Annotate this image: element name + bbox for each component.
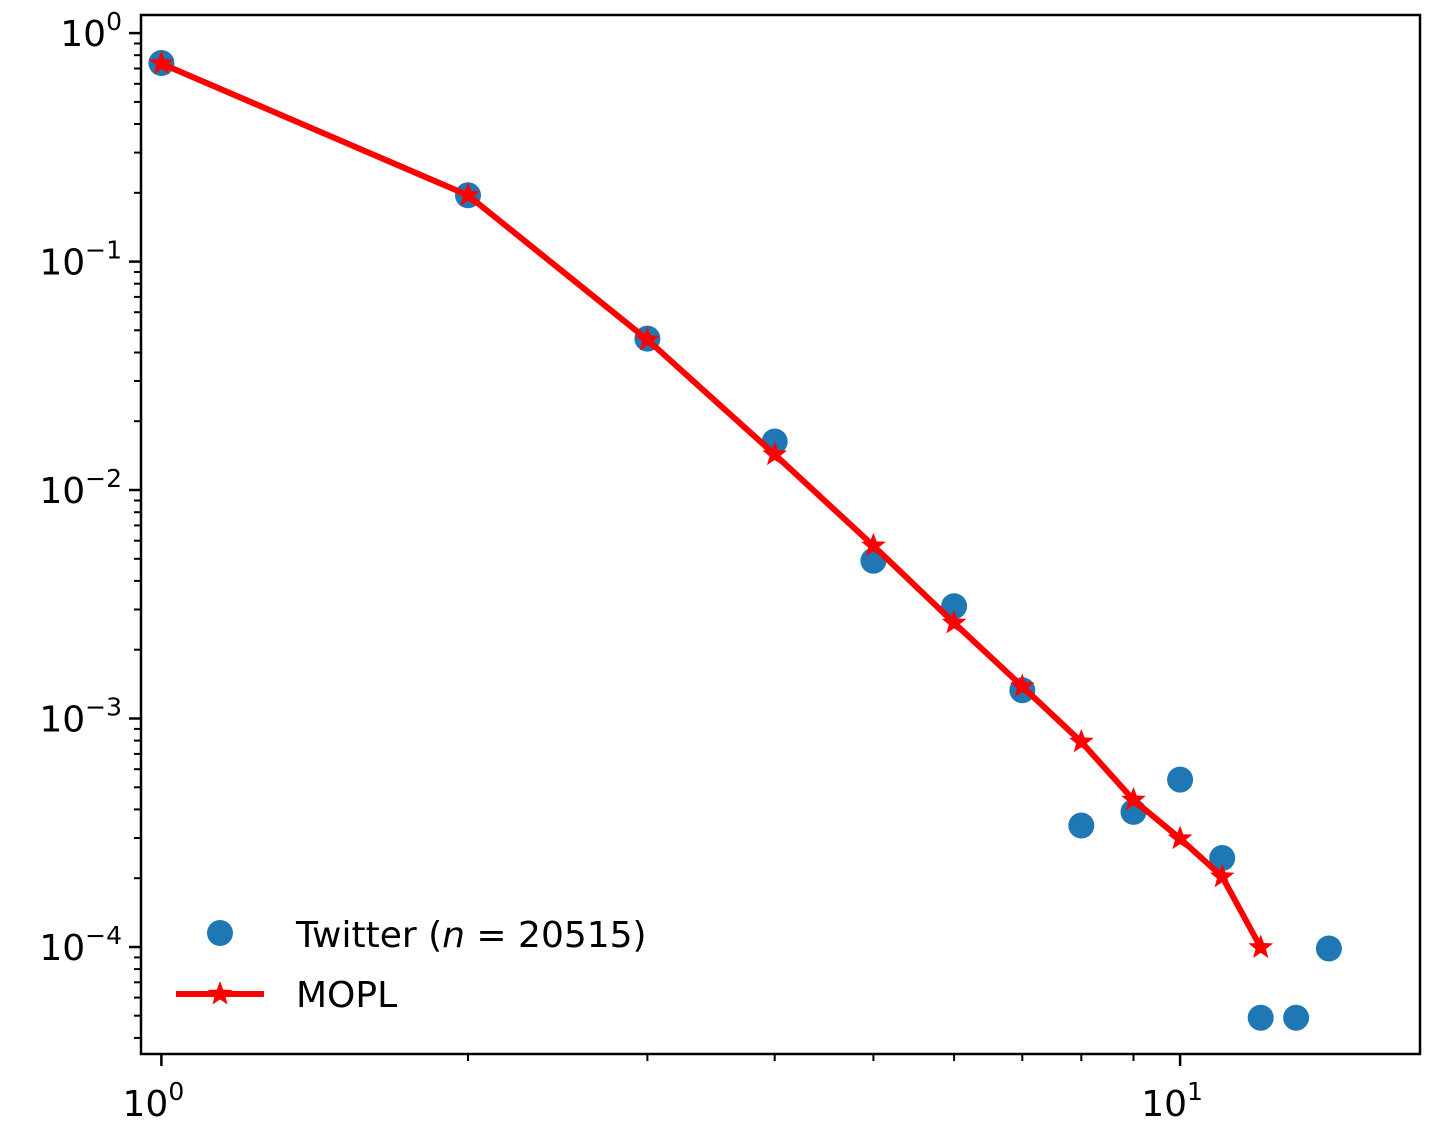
twitter-point-10 — [1167, 766, 1194, 793]
axis-ticks: 100 101 100 10−1 10−2 10−3 10−4 — [39, 7, 1203, 1125]
mopl-star-1 — [149, 50, 174, 75]
twitter-point-14 — [1315, 935, 1342, 962]
twitter-point-11 — [1209, 845, 1236, 871]
mopl-star-8 — [1069, 728, 1094, 753]
x-tick-label: 101 — [1141, 1077, 1203, 1125]
y-tick-label: 10−2 — [39, 464, 122, 512]
twitter-point-13 — [1283, 1004, 1310, 1031]
legend: Twitter (n = 20515) MOPL — [176, 915, 647, 1016]
legend-label-mopl: MOPL — [296, 975, 397, 1016]
mopl-star-6 — [941, 609, 967, 634]
mopl-star-4 — [762, 441, 788, 466]
y-tick-label: 100 — [60, 7, 122, 55]
mopl-line — [160, 60, 1264, 949]
y-tick-label: 10−4 — [39, 921, 122, 969]
x-tick-label: 100 — [123, 1077, 185, 1125]
mopl-star-3 — [635, 326, 660, 351]
legend-star-mopl — [207, 981, 233, 1005]
legend-label-twitter: Twitter (n = 20515) — [295, 915, 647, 956]
mopl-star-11 — [1209, 863, 1235, 888]
legend-marker-twitter — [207, 920, 233, 946]
twitter-point-8 — [1068, 812, 1095, 839]
plot-area — [148, 50, 1342, 1031]
mopl-star-7 — [1009, 673, 1035, 698]
mopl-star-10 — [1167, 825, 1193, 850]
twitter-point-12 — [1247, 1004, 1274, 1031]
mopl-star-2 — [455, 182, 481, 206]
axes-frame — [139, 13, 1422, 1056]
mopl-star-5 — [861, 532, 886, 557]
mopl-star-9 — [1121, 787, 1146, 811]
y-tick-label: 10−3 — [39, 693, 122, 741]
y-tick-label: 10−1 — [39, 236, 122, 284]
mopl-star-12 — [1248, 934, 1274, 958]
